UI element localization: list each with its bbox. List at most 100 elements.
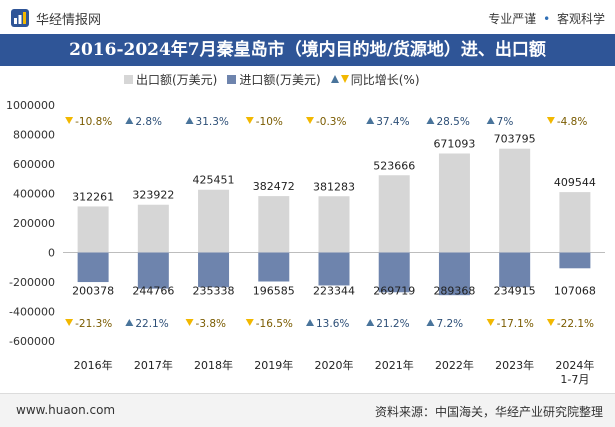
legend-swatch-import — [227, 74, 237, 84]
export-bar — [438, 153, 470, 253]
y-tick-label: 800000 — [13, 129, 55, 142]
x-tick-label: 2020年 — [315, 358, 354, 372]
export-bar — [137, 204, 169, 253]
export-growth-label: 37.4% — [376, 116, 409, 128]
import-bar — [198, 252, 230, 288]
x-tick-label: 2018年 — [194, 358, 233, 372]
import-data-label: 234915 — [494, 285, 536, 298]
export-growth-triangle — [306, 117, 314, 124]
export-growth-triangle — [245, 117, 254, 124]
export-growth-label: 7% — [497, 116, 514, 128]
y-tick-label: 0 — [48, 247, 55, 260]
export-data-label: 382472 — [253, 180, 295, 193]
import-growth-label: -16.5% — [256, 318, 293, 330]
export-growth-triangle — [65, 117, 74, 124]
export-bar — [378, 175, 410, 253]
export-growth-triangle — [185, 117, 194, 124]
legend-item-export[interactable]: 出口额(万美元) — [124, 71, 217, 88]
import-data-label: 200378 — [72, 285, 114, 298]
chart-canvas: 1000000 800000 600000 400000 200000 0 -200000 -… — [6, 99, 605, 386]
legend-item-growth[interactable]: 同比增长(%) — [330, 71, 420, 88]
import-data-label: 196585 — [253, 285, 295, 298]
import-growth-label: -3.8% — [196, 318, 226, 330]
import-growth-triangle — [245, 319, 254, 326]
export-growth-label: -10% — [256, 116, 283, 128]
import-bar — [499, 252, 531, 288]
export-data-label: 409544 — [554, 176, 596, 189]
export-growth-triangle — [486, 117, 495, 124]
export-growth-triangle — [546, 117, 555, 124]
import-bar — [438, 252, 470, 296]
import-bar — [559, 252, 591, 269]
export-data-label: 425451 — [193, 174, 235, 187]
import-growth-triangle — [546, 319, 555, 326]
export-data-label: 323922 — [132, 189, 174, 202]
x-tick-label: 2016年 — [74, 358, 113, 372]
import-bar — [258, 252, 290, 282]
import-growth-triangle — [125, 319, 134, 326]
import-data-label: 244766 — [132, 285, 174, 298]
legend-label-import: 进口额(万美元) — [239, 72, 321, 87]
x-tick-label: 1-7月 — [560, 373, 589, 386]
footer-source: 资料来源：中国海关，华经产业研究院整理 — [374, 405, 603, 419]
y-tick-label: 1000000 — [6, 99, 55, 112]
import-bar — [378, 252, 410, 293]
legend-label-export: 出口额(万美元) — [136, 72, 218, 87]
export-growth-label: 2.8% — [135, 116, 162, 128]
export-bar — [198, 189, 230, 253]
export-growth-triangle — [426, 117, 435, 124]
import-growth-triangle — [65, 319, 74, 326]
x-tick-label: 2021年 — [375, 358, 414, 372]
import-data-label: 235338 — [193, 285, 235, 298]
y-tick-label: -400000 — [9, 306, 55, 319]
export-bar — [499, 148, 531, 253]
export-growth-label: 31.3% — [196, 116, 229, 128]
import-growth-label: -22.1% — [557, 318, 594, 330]
brand-name: 华经情报网 — [36, 12, 102, 28]
export-growth-label: -0.3% — [316, 116, 346, 128]
x-tick-label: 2022年 — [435, 358, 474, 372]
x-tick-label: 2023年 — [495, 358, 534, 372]
y-tick-label: -200000 — [9, 276, 55, 289]
y-tick-label: 200000 — [13, 217, 55, 230]
export-growth-label: -10.8% — [75, 116, 112, 128]
slogan: 专业严谨 • 客观科学 — [488, 10, 605, 27]
export-data-label: 381283 — [313, 180, 355, 193]
export-bar — [77, 206, 109, 253]
chart-legend: 出口额(万美元) 进口额(万美元) 同比增长(%) — [124, 71, 430, 87]
footer: www.huaon.com 资料来源：中国海关，华经产业研究院整理 — [0, 393, 615, 427]
import-bar — [318, 252, 350, 286]
x-tick-label: 2019年 — [254, 358, 293, 372]
import-bar — [77, 252, 109, 283]
export-data-label: 523666 — [373, 159, 415, 172]
brand[interactable]: 华经情报网 — [10, 8, 101, 28]
export-bar — [258, 196, 290, 253]
export-growth-label: 28.5% — [436, 116, 469, 128]
legend-item-import[interactable]: 进口额(万美元) — [227, 71, 321, 88]
import-growth-label: 21.2% — [376, 318, 409, 330]
slogan-left: 专业严谨 — [488, 12, 537, 26]
export-growth-triangle — [125, 117, 134, 124]
chart-title: 2016-2024年7月秦皇岛市（境内目的地/货源地）进、出口额 — [69, 40, 546, 60]
legend-up-triangle-icon — [330, 75, 339, 83]
y-tick-label: 400000 — [13, 188, 55, 201]
import-data-label: 289368 — [433, 285, 475, 298]
footer-url[interactable]: www.huaon.com — [16, 403, 116, 417]
import-growth-label: -21.3% — [75, 318, 112, 330]
import-growth-label: -17.1% — [497, 318, 534, 330]
x-tick-label: 2024年 — [555, 358, 594, 372]
export-data-label: 703795 — [494, 133, 536, 146]
slogan-right: 客观科学 — [556, 12, 605, 26]
huajing-logo-icon — [11, 9, 29, 27]
import-data-label: 107068 — [554, 285, 596, 298]
top-bar: 华经情报网 专业严谨 • 客观科学 — [0, 0, 615, 34]
export-bar — [559, 192, 591, 253]
legend-label-growth: 同比增长(%) — [350, 72, 420, 87]
y-tick-label: -600000 — [9, 335, 55, 348]
legend-down-triangle-icon — [340, 75, 349, 83]
x-tick-label: 2017年 — [134, 358, 173, 372]
title-bar: 2016-2024年7月秦皇岛市（境内目的地/货源地）进、出口额 — [0, 34, 615, 66]
import-growth-triangle — [486, 319, 495, 326]
slogan-dot: • — [543, 12, 551, 26]
import-growth-label: 13.6% — [316, 318, 349, 330]
